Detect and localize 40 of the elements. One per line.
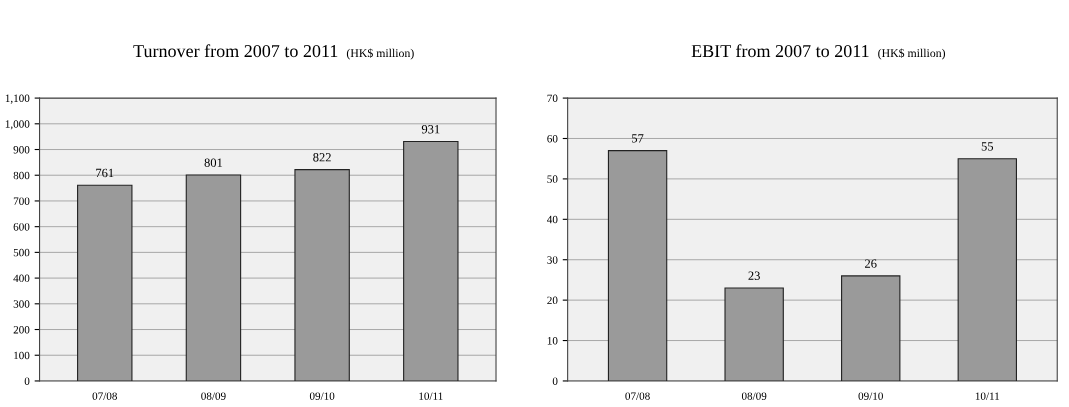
data-label: 822	[313, 153, 331, 162]
x-tick-label: 08/09	[201, 392, 226, 400]
data-label: 26	[865, 259, 877, 268]
y-tick-label: 600	[13, 223, 30, 231]
y-tick-label: 20	[547, 296, 558, 305]
y-tick-label: 50	[547, 175, 558, 183]
y-tick-label: 200	[13, 325, 30, 334]
data-label: 57	[632, 134, 644, 143]
y-tick-label: 1,000	[5, 120, 30, 130]
x-tick-label: 07/08	[92, 392, 117, 400]
chart-subtitle: (HK$ million)	[878, 48, 946, 60]
chart-subtitle: (HK$ million)	[346, 48, 414, 60]
y-tick-label: 900	[13, 145, 30, 154]
x-tick-label: 10/11	[419, 392, 443, 400]
x-tick-label: 07/08	[625, 392, 650, 400]
y-tick-label: 10	[547, 337, 558, 345]
y-tick-label: 0	[24, 377, 30, 385]
y-tick-label: 60	[547, 134, 558, 143]
y-tick-label: 40	[547, 215, 558, 224]
data-label: 761	[96, 168, 114, 178]
y-tick-label: 800	[13, 171, 30, 180]
x-tick-label: 09/10	[858, 392, 883, 400]
x-tick-label: 09/10	[309, 392, 335, 400]
data-label: 23	[748, 271, 760, 280]
y-tick-label: 400	[13, 274, 30, 283]
chart-title: Turnover from 2007 to 2011	[133, 44, 338, 58]
chart-title: EBIT from 2007 to 2011	[691, 44, 869, 58]
y-tick-label: 0	[552, 377, 558, 385]
y-tick-label: 1,100	[5, 94, 30, 104]
data-label: 55	[981, 142, 994, 151]
y-tick-label: 500	[13, 248, 30, 257]
y-tick-label: 30	[547, 256, 558, 264]
y-tick-label: 300	[13, 300, 30, 308]
y-tick-label: 700	[13, 197, 30, 205]
data-label: 931	[421, 125, 440, 134]
y-tick-label: 100	[14, 351, 30, 360]
data-label: 801	[204, 158, 223, 167]
y-tick-label: 70	[547, 94, 558, 103]
x-tick-label: 10/11	[975, 392, 1000, 400]
x-tick-label: 08/09	[741, 392, 767, 400]
